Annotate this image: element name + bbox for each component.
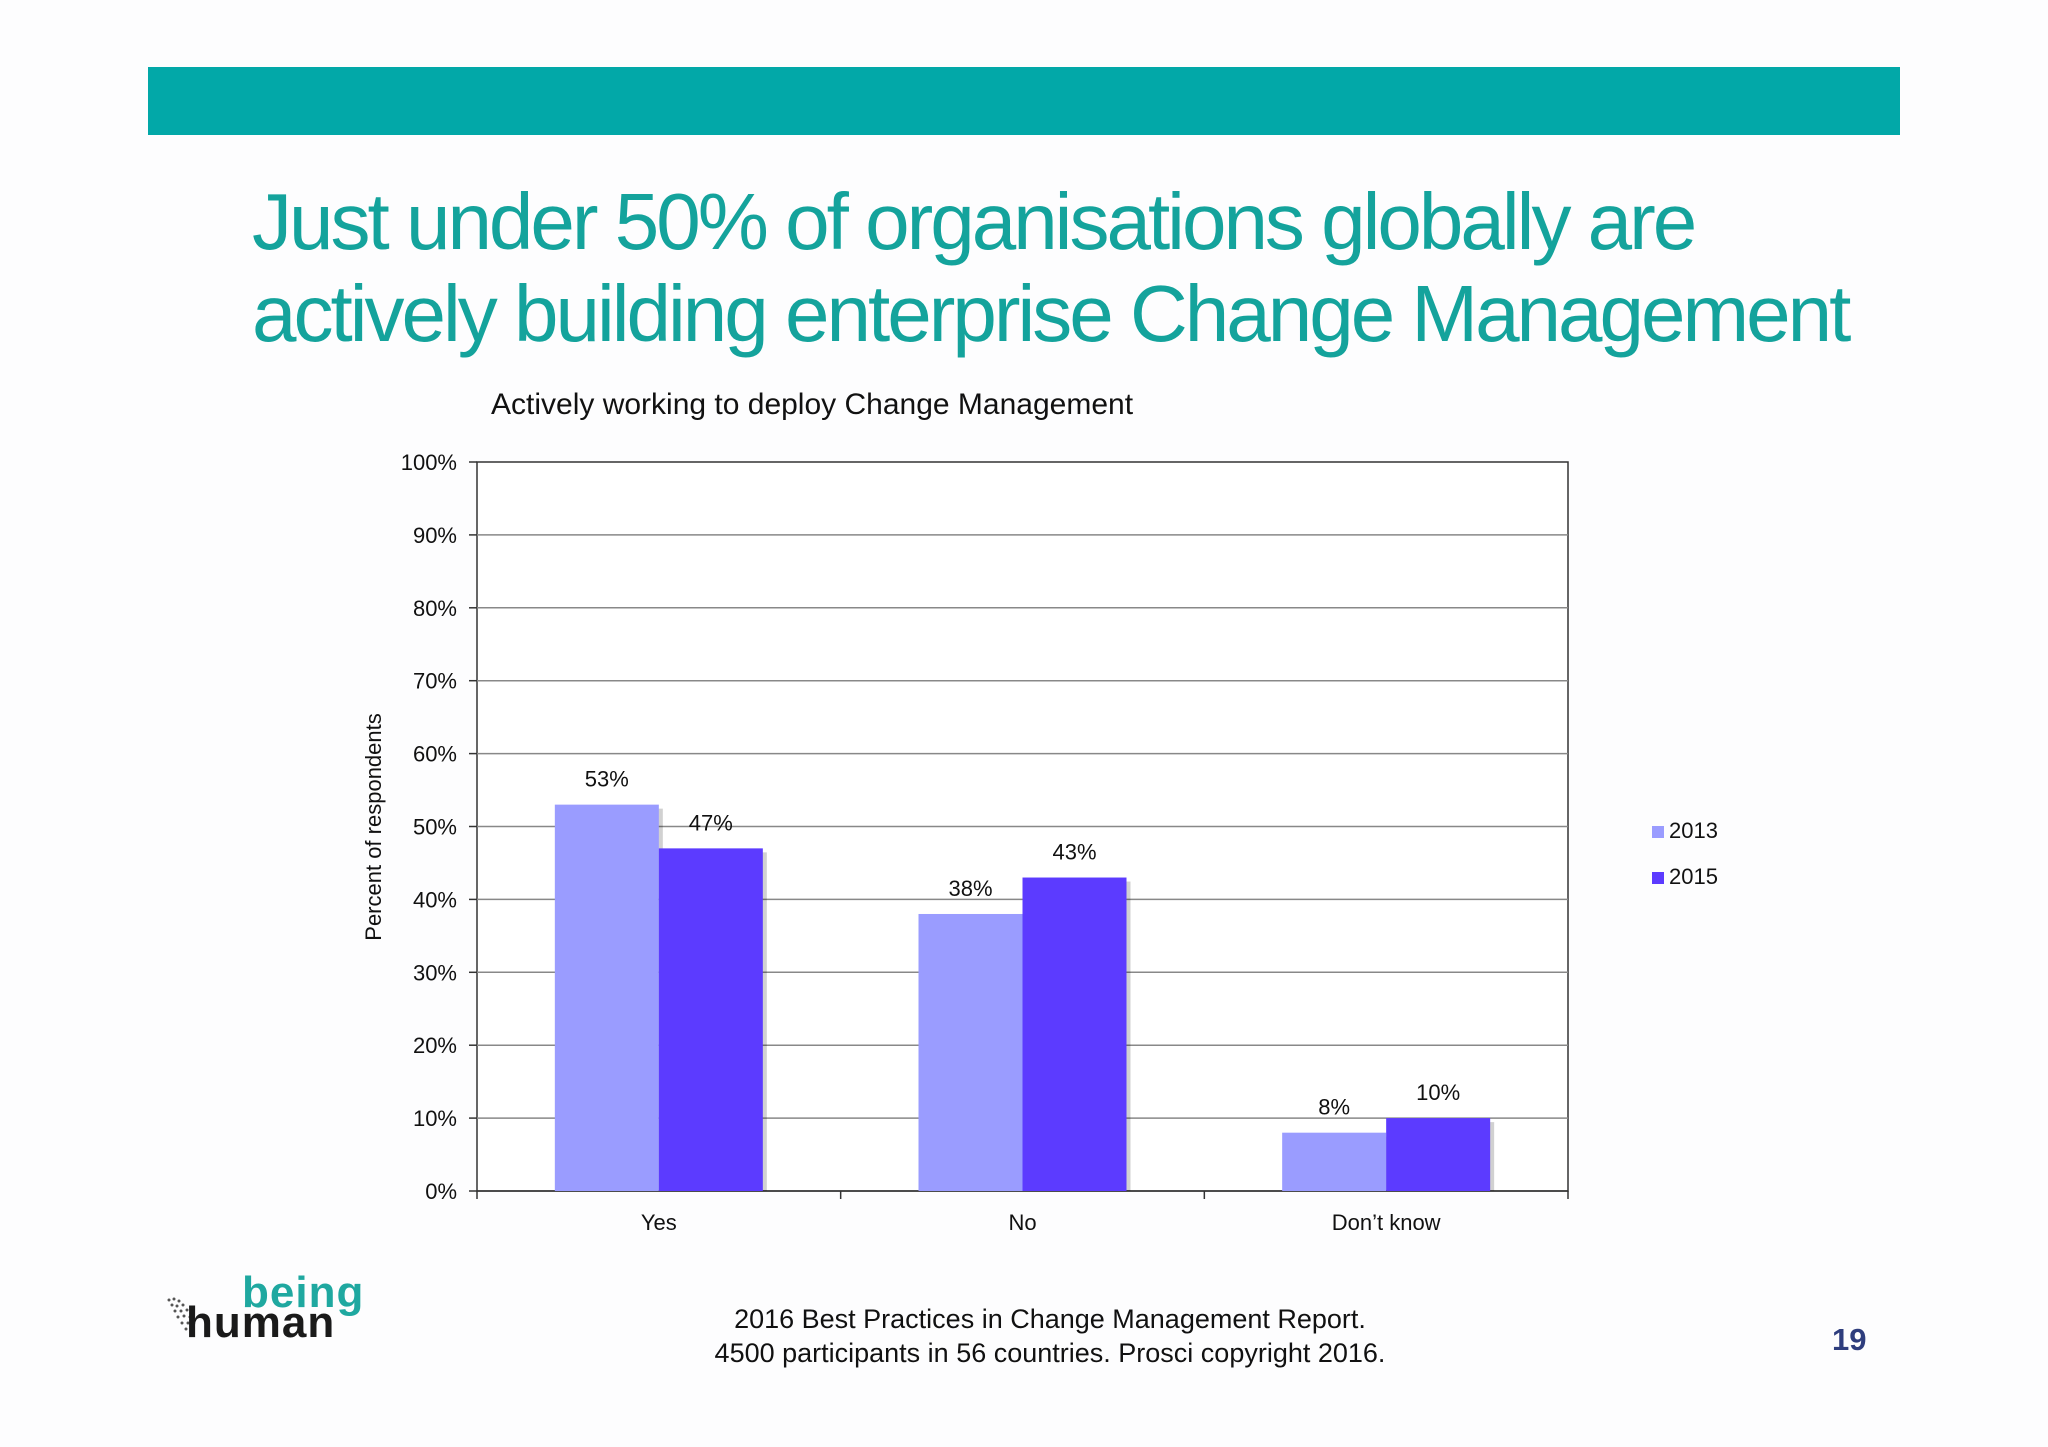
- bar-2013-2: [1282, 1132, 1387, 1191]
- y-tick-label: 60%: [413, 742, 457, 767]
- y-tick-label: 90%: [413, 523, 457, 548]
- chart-title: Actively working to deploy Change Manage…: [491, 388, 1134, 421]
- legend-swatch-2013: [1652, 826, 1664, 838]
- bar-2015-1: [1022, 877, 1127, 1191]
- slide-title-line-1: Just under 50% of organisations globally…: [252, 177, 1697, 266]
- source-line-1: 2016 Best Practices in Change Management…: [734, 1304, 1366, 1334]
- page-number: 19: [1832, 1322, 1867, 1357]
- source-note: 2016 Best Practices in Change Management…: [650, 1302, 1450, 1370]
- y-tick-label: 10%: [413, 1106, 457, 1131]
- header-band: [148, 67, 1900, 135]
- source-line-2: 4500 participants in 56 countries. Prosc…: [714, 1338, 1386, 1368]
- logo-dots-icon: [167, 1297, 192, 1331]
- bar-2015-2: [1386, 1118, 1491, 1191]
- y-tick-label: 40%: [413, 887, 457, 912]
- logo-word-human: human: [186, 1298, 336, 1347]
- y-tick-label: 20%: [413, 1033, 457, 1058]
- bar-2013-1: [918, 913, 1023, 1191]
- data-label: 43%: [1052, 840, 1096, 865]
- slide-title-line-2: actively building enterprise Change Mana…: [252, 269, 1851, 358]
- legend-swatch-2015: [1652, 872, 1664, 884]
- y-tick-label: 50%: [413, 815, 457, 840]
- logo-word-being: being: [242, 1268, 365, 1317]
- y-axis-label: Percent of respondents: [361, 713, 386, 940]
- y-tick-label: 100%: [401, 450, 457, 475]
- data-label: 8%: [1318, 1095, 1350, 1120]
- y-tick-label: 30%: [413, 960, 457, 985]
- x-tick-label: No: [1008, 1210, 1036, 1235]
- data-label: 47%: [689, 810, 733, 835]
- bar-2015-0: [658, 848, 763, 1191]
- x-tick-label: Yes: [641, 1210, 677, 1235]
- x-tick-label: Don’t know: [1332, 1210, 1441, 1235]
- bar-2013-0: [554, 804, 659, 1191]
- y-tick-label: 80%: [413, 596, 457, 621]
- legend-label-2015: 2015: [1669, 864, 1718, 889]
- data-label: 10%: [1416, 1080, 1460, 1105]
- legend-label-2013: 2013: [1669, 818, 1718, 843]
- slide-title: Just under 50% of organisations globally…: [252, 176, 1952, 360]
- data-label: 38%: [948, 876, 992, 901]
- data-label: 53%: [585, 767, 629, 792]
- being-human-logo: being human: [166, 1268, 386, 1348]
- y-tick-label: 70%: [413, 669, 457, 694]
- y-tick-label: 0%: [425, 1179, 457, 1204]
